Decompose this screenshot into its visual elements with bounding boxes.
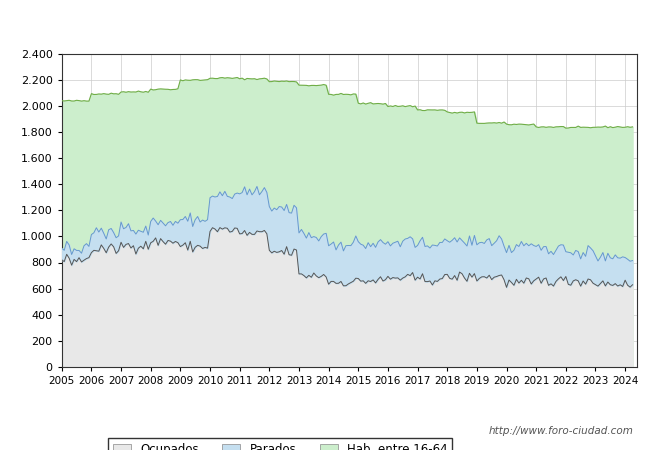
Text: Gálvez - Evolucion de la poblacion en edad de Trabajar Abril de 2024: Gálvez - Evolucion de la poblacion en ed… — [72, 16, 578, 32]
Text: http://www.foro-ciudad.com: http://www.foro-ciudad.com — [489, 427, 634, 436]
Legend: Ocupados, Parados, Hab. entre 16-64: Ocupados, Parados, Hab. entre 16-64 — [109, 438, 452, 450]
